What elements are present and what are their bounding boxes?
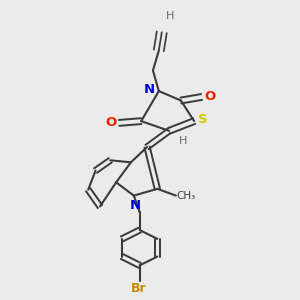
Text: O: O [105, 116, 116, 129]
Text: N: N [144, 83, 155, 96]
Text: H: H [166, 11, 174, 21]
Text: H: H [179, 136, 187, 146]
Text: S: S [198, 113, 207, 127]
Text: O: O [205, 91, 216, 103]
Text: N: N [130, 199, 141, 212]
Text: CH₃: CH₃ [176, 190, 196, 201]
Text: Br: Br [130, 283, 146, 296]
